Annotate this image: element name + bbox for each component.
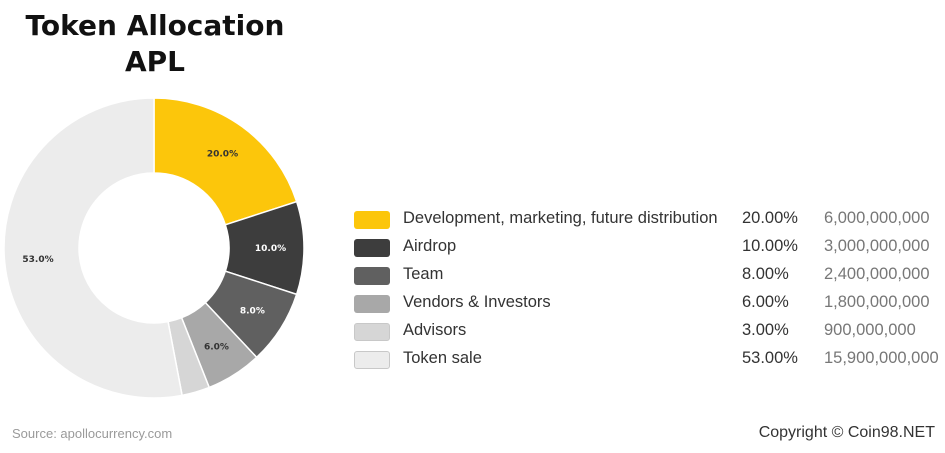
legend-label: Development, marketing, future distribut… bbox=[403, 209, 718, 227]
chart-title-main: Token Allocation bbox=[25, 9, 285, 42]
legend-percent: 6.00% bbox=[742, 293, 789, 311]
legend-percent: 3.00% bbox=[742, 321, 789, 339]
slice-label: 53.0% bbox=[22, 255, 53, 265]
legend-amount: 900,000,000 bbox=[824, 321, 916, 339]
chart-title: Token Allocation APL bbox=[10, 8, 300, 80]
legend-label: Token sale bbox=[403, 349, 482, 367]
legend-percent: 20.00% bbox=[742, 209, 798, 227]
legend-label: Team bbox=[403, 265, 444, 283]
legend-row: Advisors 3.00% 900,000,000 bbox=[352, 319, 942, 347]
legend-swatch bbox=[354, 267, 390, 285]
legend-percent: 10.00% bbox=[742, 237, 798, 255]
legend-swatch bbox=[354, 351, 390, 369]
donut-chart: 20.0% 10.0% 8.0% 6.0% 53.0% bbox=[3, 97, 305, 399]
copyright-note: Copyright © Coin98.NET bbox=[758, 424, 935, 441]
source-note: Source: apollocurrency.com bbox=[12, 426, 173, 441]
slice-label: 8.0% bbox=[240, 306, 265, 316]
legend-swatch bbox=[354, 211, 390, 229]
slice-label: 20.0% bbox=[207, 150, 238, 160]
donut-slice bbox=[3, 97, 183, 399]
legend-swatch bbox=[354, 239, 390, 257]
legend-swatch bbox=[354, 295, 390, 313]
legend: Development, marketing, future distribut… bbox=[352, 207, 942, 375]
legend-swatch bbox=[354, 323, 390, 341]
legend-row: Team 8.00% 2,400,000,000 bbox=[352, 263, 942, 291]
legend-percent: 8.00% bbox=[742, 265, 789, 283]
legend-amount: 1,800,000,000 bbox=[824, 293, 930, 311]
legend-row: Token sale 53.00% 15,900,000,000 bbox=[352, 347, 942, 375]
legend-row: Development, marketing, future distribut… bbox=[352, 207, 942, 235]
chart-title-sub: APL bbox=[124, 45, 186, 78]
donut-slice bbox=[153, 97, 298, 226]
legend-amount: 15,900,000,000 bbox=[824, 349, 939, 367]
slice-label: 10.0% bbox=[255, 244, 286, 254]
legend-label: Advisors bbox=[403, 321, 467, 339]
legend-amount: 6,000,000,000 bbox=[824, 209, 930, 227]
legend-amount: 2,400,000,000 bbox=[824, 265, 930, 283]
legend-row: Airdrop 10.00% 3,000,000,000 bbox=[352, 235, 942, 263]
legend-row: Vendors & Investors 6.00% 1,800,000,000 bbox=[352, 291, 942, 319]
legend-percent: 53.00% bbox=[742, 349, 798, 367]
legend-label: Vendors & Investors bbox=[403, 293, 551, 311]
legend-amount: 3,000,000,000 bbox=[824, 237, 930, 255]
slice-label: 6.0% bbox=[204, 342, 229, 352]
legend-label: Airdrop bbox=[403, 237, 457, 255]
